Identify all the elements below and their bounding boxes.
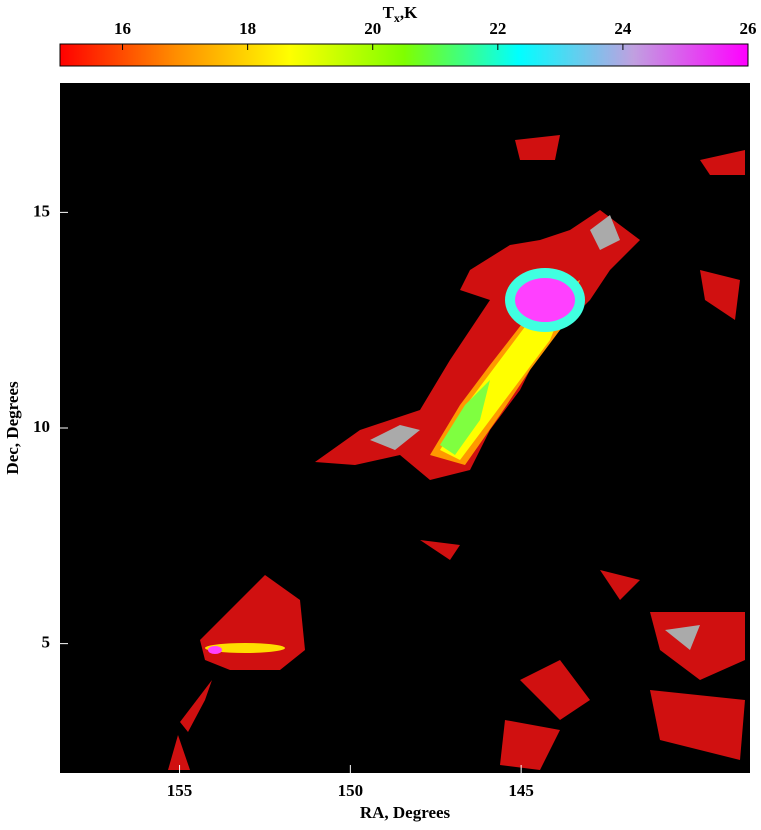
filament-core <box>440 380 490 455</box>
patch <box>420 540 460 560</box>
colorbar-tick-label: 20 <box>364 19 381 38</box>
patch-gray <box>665 625 700 650</box>
colorbar-label-rest: ,K <box>400 3 418 22</box>
x-tick-label: 150 <box>338 781 364 800</box>
south-core <box>208 646 222 654</box>
y-tick-label: 15 <box>33 201 50 220</box>
x-tick-label: 155 <box>167 781 193 800</box>
colorbar-tick-label: 24 <box>614 19 632 38</box>
south-tail <box>168 735 190 770</box>
patch <box>500 720 560 770</box>
core <box>515 278 575 322</box>
colorbar-tick-label: 22 <box>489 19 506 38</box>
colorbar-label-base: T <box>383 3 395 22</box>
colorbar-tick-label: 26 <box>740 19 757 38</box>
patch <box>520 660 590 720</box>
colorbar-tick-label: 18 <box>239 19 256 38</box>
colorbar-label-sub: x <box>394 11 400 25</box>
colorbar-label: Tx,K <box>383 3 419 25</box>
y-tick-label: 10 <box>33 417 50 436</box>
y-tick-label: 5 <box>42 633 51 652</box>
south-streak <box>205 643 285 653</box>
colorbar <box>59 43 749 67</box>
filament-gray <box>370 425 420 450</box>
patch <box>600 570 640 600</box>
y-axis-title: Dec, Degrees <box>3 381 22 475</box>
south-tail <box>180 680 212 732</box>
patch <box>515 135 560 160</box>
emission-map <box>168 135 745 770</box>
patch <box>700 150 745 175</box>
x-tick-label: 145 <box>508 781 534 800</box>
patch <box>700 270 740 320</box>
filament-gray <box>590 215 620 250</box>
colorbar-tick-label: 16 <box>114 19 131 38</box>
patch <box>650 690 745 760</box>
x-axis-title: RA, Degrees <box>360 803 451 822</box>
